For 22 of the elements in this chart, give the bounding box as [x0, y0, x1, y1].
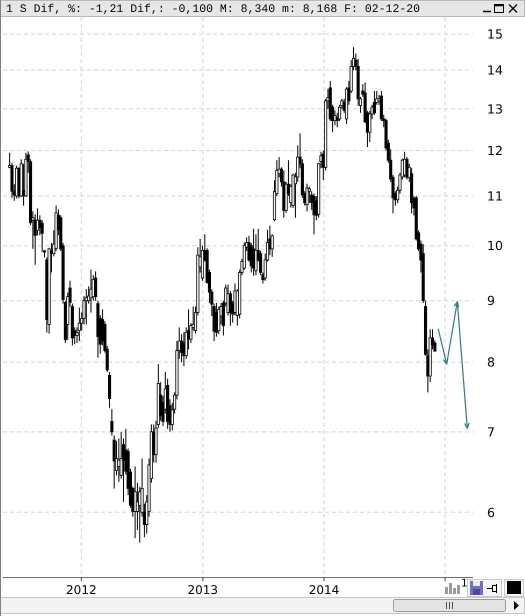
candlestick	[108, 372, 112, 408]
y-tick-label: 11	[487, 188, 503, 204]
y-tick-label: 7	[487, 424, 495, 440]
y-tick-label: 8	[487, 354, 495, 370]
y-tick-label: 10	[487, 238, 503, 254]
chart-title: 1 S Dif, %: -1,21 Dif,: -0,100 M: 8,340 m: 8,168 F: 02-12-20	[6, 3, 420, 16]
y-tick-label: 13	[487, 101, 503, 116]
candlestick	[372, 90, 376, 116]
x-tick-label: 2013	[188, 583, 218, 597]
y-tick-label: 9	[487, 293, 495, 308]
x-tick-label: 2012	[66, 583, 97, 597]
candlestick	[78, 307, 81, 342]
text: 1	[461, 578, 468, 590]
candlestick	[94, 270, 98, 302]
y-tick-label: 6	[487, 504, 495, 520]
y-tick-label: 12	[487, 143, 503, 158]
candlestick	[134, 466, 137, 539]
candlestick	[112, 435, 116, 489]
y-tick-label: 15	[487, 26, 503, 42]
y-tick-label: 14	[487, 62, 503, 78]
x-tick-label: 2014	[308, 583, 340, 597]
candlestick	[110, 408, 114, 436]
